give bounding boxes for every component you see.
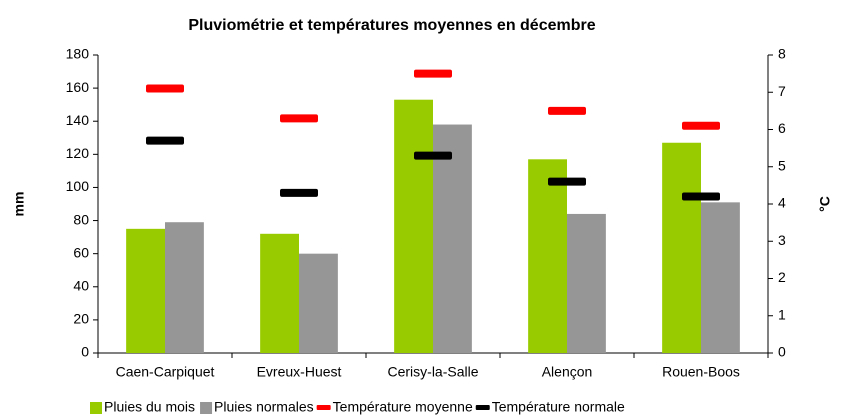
y2-tick-label: 5 (778, 157, 786, 173)
y2-tick-label: 3 (778, 232, 786, 248)
y2-tick-label: 7 (778, 83, 786, 99)
legend-label: Température moyenne (333, 399, 473, 415)
bar (433, 124, 472, 354)
y2-tick-label: 1 (778, 306, 786, 322)
y2-tick-label: 2 (778, 269, 786, 285)
temperature-marker (146, 136, 184, 145)
y2-axis-label: °C (817, 196, 833, 212)
bar (662, 142, 701, 353)
y-tick-label: 40 (73, 277, 89, 293)
x-tick-label: Caen-Carpiquet (116, 364, 215, 380)
temperature-marker (682, 121, 720, 130)
temperature-marker (548, 177, 586, 186)
legend-label: Pluies du mois (104, 399, 195, 415)
y2-tick-label: 8 (778, 46, 786, 62)
legend-swatch (316, 405, 331, 410)
y2-tick-label: 6 (778, 120, 786, 136)
legend-swatch (200, 402, 213, 414)
y-tick-label: 120 (66, 145, 90, 161)
y2-tick-label: 0 (778, 344, 786, 360)
y-tick-label: 0 (81, 344, 89, 360)
y-tick-label: 140 (66, 112, 90, 128)
legend-swatch (475, 405, 490, 410)
legend-label: Pluies normales (214, 399, 314, 415)
bar (528, 159, 567, 353)
temperature-marker (146, 84, 184, 93)
temperature-marker (414, 69, 452, 78)
bar (567, 213, 606, 353)
x-tick-label: Evreux-Huest (257, 364, 342, 380)
chart-title: Pluviométrie et températures moyennes en… (188, 17, 595, 34)
y-tick-label: 20 (73, 311, 89, 327)
legend-label: Température normale (492, 399, 625, 415)
y-tick-label: 80 (73, 211, 89, 227)
y-axis-label: mm (11, 192, 27, 217)
y-tick-label: 60 (73, 244, 89, 260)
x-tick-label: Cerisy-la-Salle (387, 364, 478, 380)
bar (299, 253, 338, 353)
y-tick-label: 100 (66, 178, 90, 194)
y-tick-label: 160 (66, 79, 90, 95)
bar (126, 228, 165, 353)
temperature-marker (414, 151, 452, 160)
y-tick-label: 180 (66, 46, 90, 62)
temperature-marker (280, 114, 318, 123)
y2-tick-label: 4 (778, 195, 786, 211)
bar (701, 202, 740, 353)
temperature-marker (548, 106, 586, 115)
x-tick-label: Rouen-Boos (662, 364, 740, 380)
bar (394, 99, 433, 353)
bar (260, 233, 299, 353)
temperature-marker (682, 192, 720, 201)
legend-swatch (90, 402, 102, 414)
x-tick-label: Alençon (542, 364, 593, 380)
bar (165, 222, 204, 353)
temperature-marker (280, 188, 318, 197)
